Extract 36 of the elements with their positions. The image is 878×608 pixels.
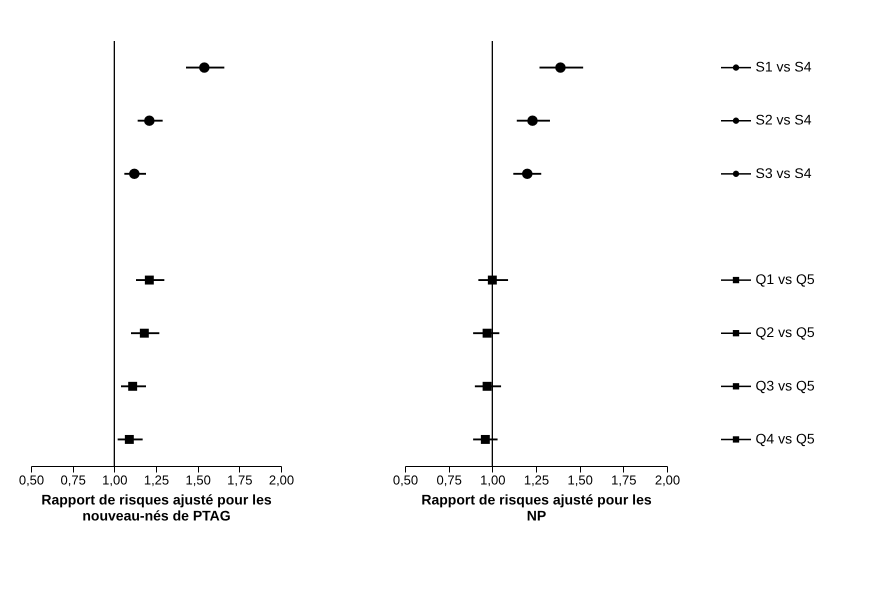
x-tick-label: 0,75: [60, 472, 86, 488]
x-tick-label: 1,00: [480, 472, 506, 488]
point: [527, 115, 538, 126]
point: [128, 382, 138, 391]
x-tick-label: 2,00: [268, 472, 294, 488]
point: [522, 168, 533, 180]
point: [480, 434, 490, 444]
x-tick-label: 0,50: [392, 472, 418, 488]
y-tick-label: Q1 vs Q5: [756, 271, 815, 288]
x-tick-label: 0,50: [18, 472, 44, 488]
x-tick-label: 1,75: [227, 472, 252, 488]
x-tick-label: 1,50: [568, 472, 593, 488]
point: [482, 328, 492, 338]
x-tick-label: 1,25: [524, 472, 550, 488]
x-tick-label: 1,75: [611, 472, 636, 488]
x-tick-label: 1,50: [186, 472, 211, 488]
x-axis-title: Rapport de risques ajusté pour les NP: [421, 492, 652, 524]
y-tick-label: S3 vs S4: [756, 164, 812, 181]
point: [124, 434, 134, 444]
point: [144, 115, 155, 126]
point: [555, 62, 566, 73]
y-tick-label: Q3 vs Q5: [756, 377, 815, 394]
x-tick-label: 1,25: [144, 472, 170, 488]
y-tick-label: S2 vs S4: [756, 112, 812, 128]
point: [482, 382, 492, 391]
x-tick-label: 1,00: [102, 472, 128, 488]
point: [144, 276, 154, 285]
x-tick-label: 0,75: [436, 472, 462, 488]
y-tick-label: Q4 vs Q5: [756, 430, 815, 446]
point: [199, 62, 210, 73]
y-tick-label: S1 vs S4: [756, 58, 812, 75]
x-axis-title: Rapport de risques ajusté pour les nouveau-nés de PTAG: [41, 492, 272, 524]
point: [140, 328, 149, 338]
y-tick-label: Q2 vs Q5: [756, 324, 815, 340]
point: [129, 168, 140, 180]
x-tick-label: 2,00: [654, 472, 680, 488]
